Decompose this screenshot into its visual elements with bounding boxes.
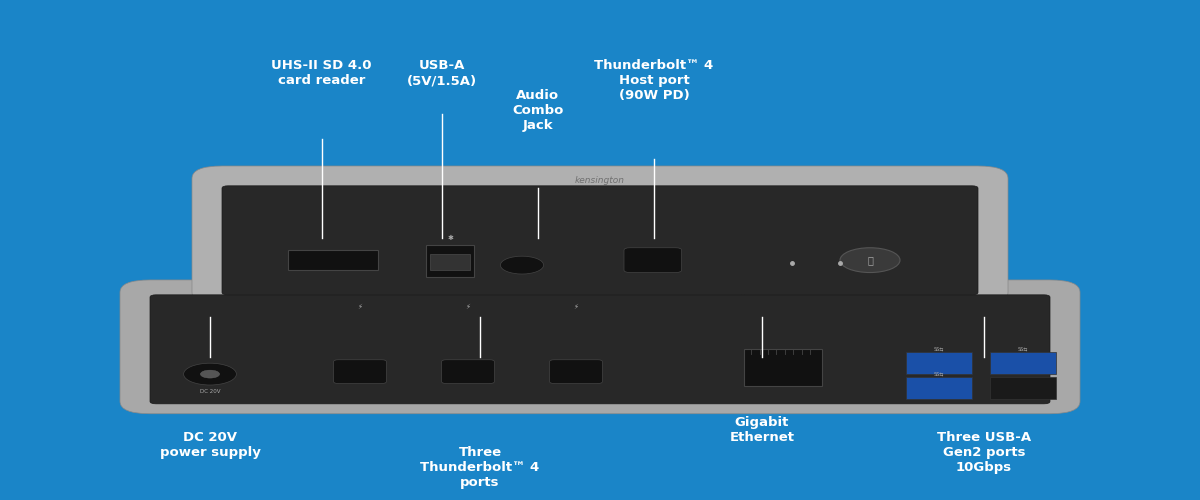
FancyBboxPatch shape	[222, 186, 978, 295]
Text: kensington: kensington	[575, 176, 625, 186]
Text: DC 20V
power supply: DC 20V power supply	[160, 431, 260, 459]
Text: ⚡: ⚡	[574, 304, 578, 310]
Text: ⏻: ⏻	[868, 255, 872, 265]
Circle shape	[840, 248, 900, 272]
Bar	[430, 254, 470, 270]
Text: SS⇆: SS⇆	[934, 347, 943, 352]
Circle shape	[200, 370, 220, 378]
FancyBboxPatch shape	[150, 295, 1050, 404]
FancyBboxPatch shape	[192, 166, 1008, 304]
FancyBboxPatch shape	[624, 248, 682, 272]
FancyBboxPatch shape	[550, 360, 602, 384]
Text: Three USB-A
Gen2 ports
10Gbps: Three USB-A Gen2 ports 10Gbps	[937, 431, 1031, 474]
Text: Audio
Combo
Jack: Audio Combo Jack	[512, 89, 563, 132]
Text: SS⇆: SS⇆	[934, 372, 943, 376]
Circle shape	[184, 363, 236, 385]
Text: ⚡: ⚡	[358, 304, 362, 310]
Bar	[744, 350, 822, 387]
Text: ✱: ✱	[448, 235, 452, 241]
Bar	[288, 250, 378, 270]
FancyBboxPatch shape	[334, 360, 386, 384]
FancyBboxPatch shape	[120, 280, 1080, 413]
Bar	[906, 352, 972, 374]
Text: DC 20V: DC 20V	[199, 389, 221, 394]
Bar	[990, 376, 1056, 399]
Text: SS⇆: SS⇆	[1018, 347, 1027, 352]
FancyBboxPatch shape	[442, 360, 494, 384]
Text: ⚡: ⚡	[466, 304, 470, 310]
Text: USB-A
(5V/1.5A): USB-A (5V/1.5A)	[407, 60, 476, 88]
Circle shape	[500, 256, 544, 274]
Text: kensington: kensington	[712, 289, 762, 298]
Bar	[990, 352, 1056, 374]
Bar	[426, 246, 474, 278]
Text: Gigabit
Ethernet: Gigabit Ethernet	[730, 416, 794, 444]
Text: UHS-II SD 4.0
card reader: UHS-II SD 4.0 card reader	[271, 60, 372, 88]
Bar	[906, 376, 972, 399]
Text: Thunderbolt™ 4
Host port
(90W PD): Thunderbolt™ 4 Host port (90W PD)	[594, 60, 714, 102]
Text: Three
Thunderbolt™ 4
ports: Three Thunderbolt™ 4 ports	[420, 446, 540, 489]
